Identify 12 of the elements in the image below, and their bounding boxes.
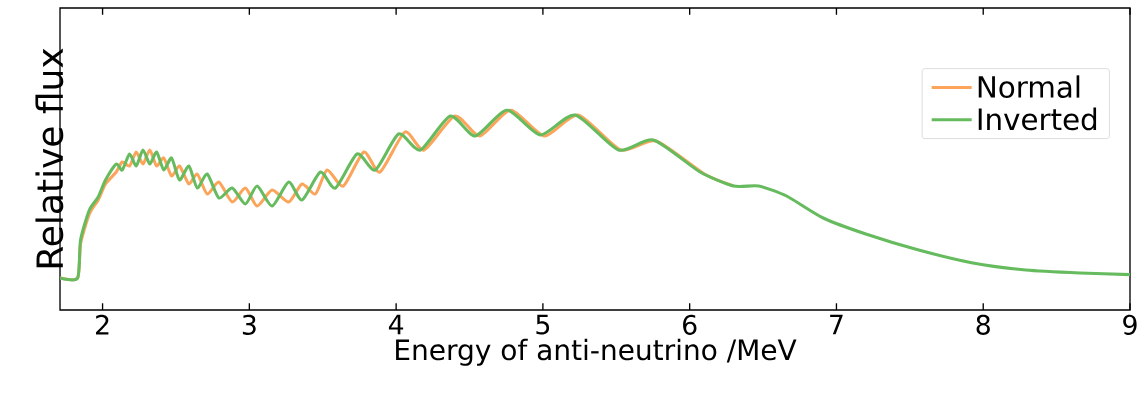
x-tick-label: 4 [388, 314, 404, 335]
legend-label: Inverted [978, 107, 1097, 131]
x-tick-label: 3 [242, 314, 256, 335]
x-tick-label: 9 [1123, 314, 1137, 335]
x-tick-label: 7 [830, 314, 843, 335]
x-tick-label: 2 [96, 314, 109, 335]
x-tick-label: 8 [976, 314, 990, 335]
x-tick-label: 6 [683, 314, 697, 335]
legend-label: Normal [978, 75, 1080, 99]
y-axis-title: Relative flux [35, 48, 64, 268]
x-tick-label: 5 [536, 314, 550, 335]
x-axis-title: Energy of anti-neutrino /MeV [396, 338, 797, 366]
